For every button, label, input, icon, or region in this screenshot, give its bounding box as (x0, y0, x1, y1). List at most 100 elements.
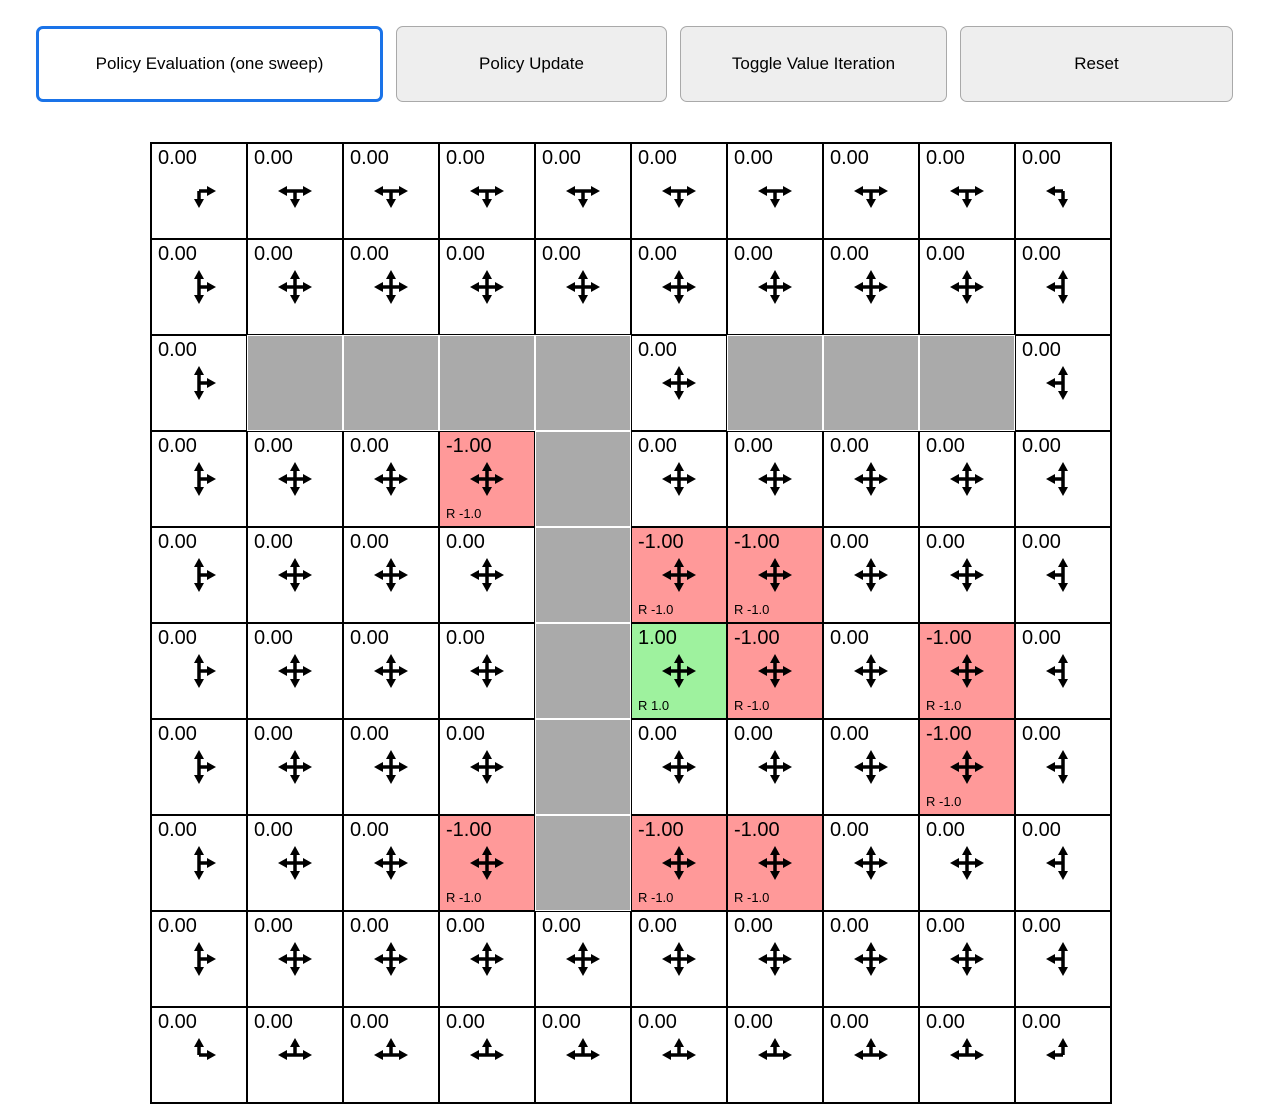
policy-arrows-icon (755, 747, 795, 787)
cell-value: 0.00 (734, 1011, 773, 1033)
cell-value: 0.00 (734, 915, 773, 937)
grid-cell: 0.00 (247, 1007, 343, 1103)
policy-arrows-icon (947, 939, 987, 979)
grid-cell: 0.00 (151, 623, 247, 719)
grid-cell: 0.00 (151, 335, 247, 431)
policy-evaluation-button[interactable]: Policy Evaluation (one sweep) (36, 26, 383, 102)
policy-arrows-icon (371, 651, 411, 691)
grid-cell: 0.00 (631, 239, 727, 335)
toolbar: Policy Evaluation (one sweep) Policy Upd… (0, 0, 1264, 102)
toggle-value-iteration-button[interactable]: Toggle Value Iteration (680, 26, 947, 102)
cell-value: 0.00 (254, 147, 293, 169)
grid-cell: 0.00 (343, 431, 439, 527)
policy-arrows-icon (467, 843, 507, 883)
cell-value: 0.00 (542, 147, 581, 169)
policy-arrows-icon (179, 363, 219, 403)
policy-arrows-icon (1043, 363, 1083, 403)
cell-value: 0.00 (254, 531, 293, 553)
policy-arrows-icon (1043, 267, 1083, 307)
cell-value: 0.00 (542, 915, 581, 937)
cell-value: 0.00 (638, 339, 677, 361)
grid-cell: 0.00 (823, 431, 919, 527)
policy-arrows-icon (851, 459, 891, 499)
policy-arrows-icon (851, 555, 891, 595)
cell-value: 0.00 (830, 147, 869, 169)
policy-arrows-icon (563, 939, 603, 979)
cell-value: 0.00 (158, 627, 197, 649)
cell-value: 0.00 (734, 243, 773, 265)
cell-value: 0.00 (542, 1011, 581, 1033)
policy-arrows-icon (371, 171, 411, 211)
grid-cell: 0.00 (535, 143, 631, 239)
reset-button[interactable]: Reset (960, 26, 1233, 102)
policy-arrows-icon (371, 843, 411, 883)
grid-cell: 0.00 (631, 719, 727, 815)
grid-cell: 0.00 (343, 911, 439, 1007)
cell-value: -1.00 (926, 627, 972, 649)
cell-value: 0.00 (254, 915, 293, 937)
cell-value: 0.00 (926, 147, 965, 169)
wall-cell (919, 335, 1015, 431)
cell-value: 0.00 (830, 627, 869, 649)
grid-cell: 0.00 (631, 431, 727, 527)
grid-cell: 0.00 (439, 623, 535, 719)
policy-arrows-icon (659, 555, 699, 595)
policy-arrows-icon (851, 651, 891, 691)
grid-cell: 0.00 (247, 431, 343, 527)
cell-value: 0.00 (830, 915, 869, 937)
grid-cell: 0.00 (823, 143, 919, 239)
policy-arrows-icon (179, 267, 219, 307)
grid-cell: 0.00 (1015, 143, 1111, 239)
policy-arrows-icon (371, 267, 411, 307)
grid-cell: 0.00 (919, 239, 1015, 335)
grid-cell: 0.00 (631, 143, 727, 239)
grid-cell: 0.00 (727, 1007, 823, 1103)
policy-arrows-icon (179, 843, 219, 883)
cell-value: 0.00 (734, 723, 773, 745)
grid-cell: 0.00 (727, 431, 823, 527)
grid-cell: 0.00 (919, 911, 1015, 1007)
policy-arrows-icon (275, 555, 315, 595)
cell-value: 0.00 (350, 435, 389, 457)
policy-arrows-icon (467, 555, 507, 595)
grid-cell: 0.00 (535, 1007, 631, 1103)
cell-value: 0.00 (1022, 531, 1061, 553)
grid-cell: 0.00 (1015, 431, 1111, 527)
wall-cell (535, 623, 631, 719)
grid-cell: -1.00 R -1.0 (439, 815, 535, 911)
grid-cell: 0.00 (343, 143, 439, 239)
grid-cell: 0.00 (631, 1007, 727, 1103)
wall-cell (535, 527, 631, 623)
cell-reward: R -1.0 (926, 698, 962, 713)
grid-cell: 0.00 (1015, 239, 1111, 335)
policy-arrows-icon (275, 747, 315, 787)
policy-arrows-icon (1043, 1035, 1083, 1075)
grid-cell: 0.00 (1015, 719, 1111, 815)
policy-arrows-icon (275, 843, 315, 883)
grid-cell: -1.00 R -1.0 (631, 815, 727, 911)
policy-arrows-icon (755, 843, 795, 883)
policy-update-button[interactable]: Policy Update (396, 26, 667, 102)
cell-value: -1.00 (734, 531, 780, 553)
grid-cell: 0.00 (247, 527, 343, 623)
policy-arrows-icon (947, 459, 987, 499)
cell-value: 0.00 (254, 243, 293, 265)
grid-cell: 0.00 (439, 719, 535, 815)
cell-reward: R -1.0 (734, 602, 770, 617)
policy-arrows-icon (659, 939, 699, 979)
cell-value: 0.00 (638, 1011, 677, 1033)
cell-value: 0.00 (158, 339, 197, 361)
cell-value: 0.00 (638, 915, 677, 937)
grid-cell: 0.00 (535, 911, 631, 1007)
policy-arrows-icon (563, 1035, 603, 1075)
cell-value: 0.00 (830, 243, 869, 265)
cell-value: 0.00 (638, 723, 677, 745)
policy-arrows-icon (179, 651, 219, 691)
grid-cell: 0.00 (823, 911, 919, 1007)
cell-value: 0.00 (158, 531, 197, 553)
grid-cell: 0.00 (247, 911, 343, 1007)
cell-value: 0.00 (254, 435, 293, 457)
cell-value: 0.00 (926, 1011, 965, 1033)
cell-value: 0.00 (254, 627, 293, 649)
grid-cell: 0.00 (247, 239, 343, 335)
